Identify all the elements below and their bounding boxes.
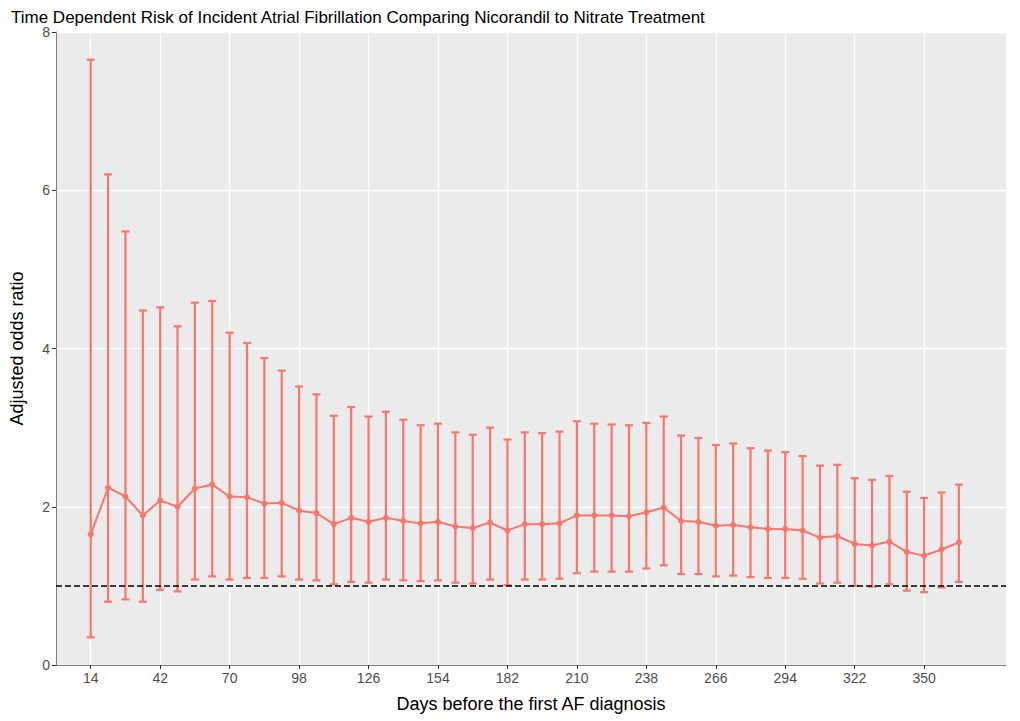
svg-text:182: 182 bbox=[496, 670, 520, 686]
svg-text:6: 6 bbox=[42, 182, 50, 198]
svg-text:0: 0 bbox=[42, 657, 50, 673]
svg-text:8: 8 bbox=[42, 24, 50, 40]
svg-text:154: 154 bbox=[426, 670, 450, 686]
svg-text:294: 294 bbox=[774, 670, 798, 686]
svg-text:238: 238 bbox=[635, 670, 659, 686]
svg-text:266: 266 bbox=[704, 670, 728, 686]
svg-text:14: 14 bbox=[83, 670, 99, 686]
svg-text:Time Dependent Risk of Inciden: Time Dependent Risk of Incident Atrial F… bbox=[11, 8, 705, 27]
svg-text:350: 350 bbox=[912, 670, 936, 686]
svg-text:2: 2 bbox=[42, 499, 50, 515]
svg-text:210: 210 bbox=[565, 670, 589, 686]
svg-text:42: 42 bbox=[152, 670, 168, 686]
svg-text:Days before the first AF diagn: Days before the first AF diagnosis bbox=[396, 694, 665, 714]
svg-text:126: 126 bbox=[357, 670, 381, 686]
svg-text:Adjusted odds ratio: Adjusted odds ratio bbox=[7, 271, 27, 425]
svg-text:98: 98 bbox=[291, 670, 307, 686]
svg-text:70: 70 bbox=[222, 670, 238, 686]
svg-text:322: 322 bbox=[843, 670, 867, 686]
svg-text:4: 4 bbox=[42, 341, 50, 357]
